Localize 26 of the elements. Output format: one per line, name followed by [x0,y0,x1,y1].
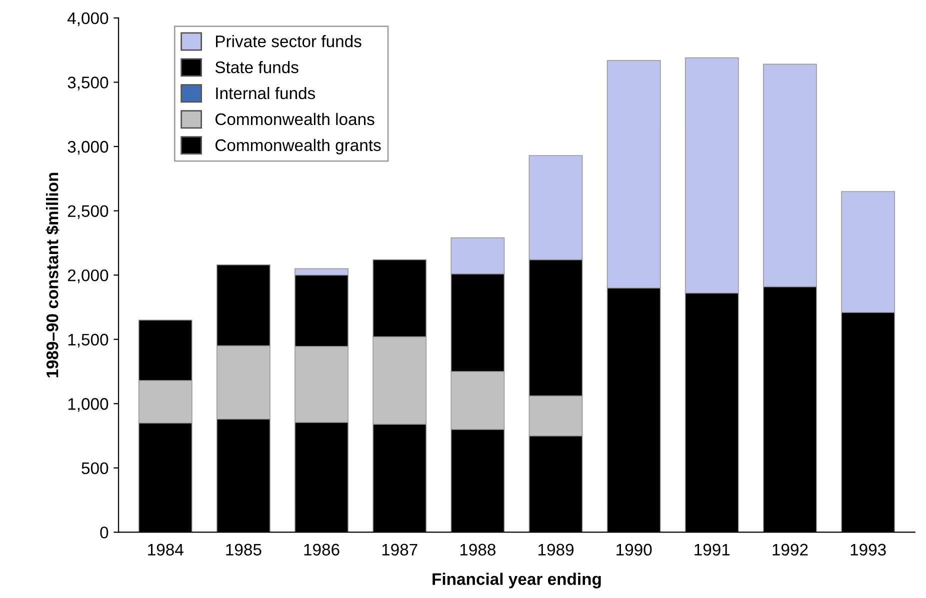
legend-label: Private sector funds [216,35,362,48]
y-tick-label: 3,500 [68,76,108,90]
legend-label: Commonwealth grants [215,138,381,154]
x-tick-label: 1993 [850,544,886,556]
y-axis-title: 1989–90 constant $million [46,172,60,378]
legend-label: State funds [215,60,298,74]
x-tick-label: 1986 [304,544,340,556]
legend-label: Commonwealth loans [215,112,374,126]
y-tick-label: 2,500 [68,205,108,219]
y-tick-label: 4,000 [67,12,108,26]
legend-label: Internal funds [216,86,316,100]
x-tick-label: 1992 [772,544,808,556]
x-tick-label: 1991 [694,544,730,556]
y-tick-label: 1,000 [68,398,108,412]
x-tick-label: 1987 [382,544,418,556]
y-tick-label: 0 [100,526,108,538]
y-tick-label: 1,500 [68,334,108,348]
x-tick-label: 1989 [538,544,574,556]
y-tick-label: 2,000 [68,269,108,284]
y-tick-label: 3,000 [68,140,108,155]
y-tick-label: 500 [82,462,108,474]
x-tick-label: 1990 [616,544,652,556]
x-tick-label: 1984 [148,544,184,556]
x-tick-label: 1988 [460,544,496,556]
x-axis-title: Financial year ending [432,572,601,588]
x-tick-label: 1985 [226,544,262,556]
